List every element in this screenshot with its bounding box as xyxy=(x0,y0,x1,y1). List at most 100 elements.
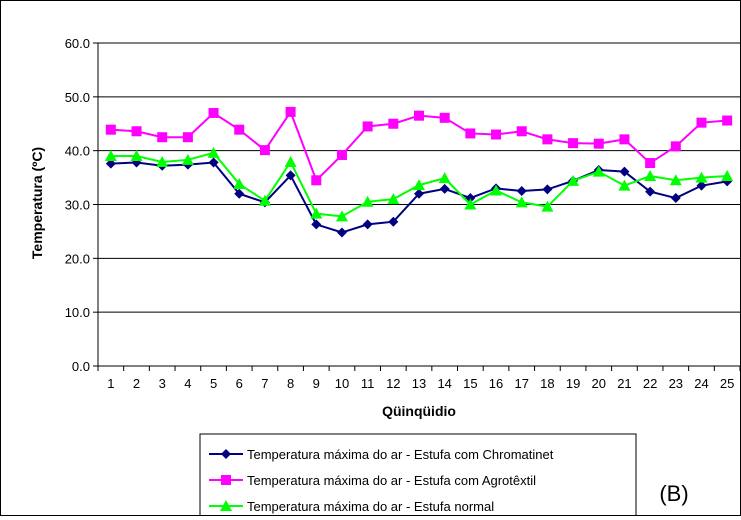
data-point xyxy=(413,179,425,191)
data-point xyxy=(619,166,630,177)
data-point xyxy=(234,124,245,135)
data-point xyxy=(336,149,347,160)
y-axis-title: Temperatura (ºC) xyxy=(29,147,45,259)
data-point xyxy=(464,198,477,210)
x-tick-label: 23 xyxy=(669,376,683,391)
y-tick-label: 50.0 xyxy=(65,90,90,105)
data-point xyxy=(542,184,553,195)
data-point xyxy=(696,117,707,128)
data-point xyxy=(362,121,373,132)
data-point xyxy=(670,141,681,152)
x-tick-label: 11 xyxy=(361,376,375,391)
x-tick-label: 4 xyxy=(184,376,191,391)
data-point xyxy=(669,174,682,186)
data-point xyxy=(388,216,399,227)
data-point xyxy=(619,134,630,145)
x-tick-label: 21 xyxy=(617,376,631,391)
y-tick-label: 10.0 xyxy=(65,305,90,320)
data-point xyxy=(592,165,605,177)
series-2 xyxy=(105,106,733,186)
data-point xyxy=(695,171,708,183)
x-tick-label: 17 xyxy=(514,376,528,391)
legend-swatch-marker xyxy=(221,475,231,485)
data-point xyxy=(696,180,707,191)
x-tick-label: 18 xyxy=(540,376,554,391)
data-point xyxy=(722,115,733,126)
data-point xyxy=(131,126,142,137)
data-point xyxy=(234,188,245,199)
x-tick-label: 13 xyxy=(412,376,426,391)
x-tick-label: 12 xyxy=(386,376,400,391)
y-tick-label: 20.0 xyxy=(65,251,90,266)
data-point xyxy=(721,169,734,181)
y-tick-label: 60.0 xyxy=(65,36,90,51)
legend-swatch-marker xyxy=(220,500,232,511)
panel-label: (B) xyxy=(659,481,688,506)
legend-box xyxy=(199,433,637,520)
data-point xyxy=(285,170,296,181)
data-point xyxy=(182,132,193,143)
legend-item: Temperatura máxima do ar - Estufa normal xyxy=(209,499,494,514)
legend-label: Temperatura máxima do ar - Estufa com Ch… xyxy=(247,447,554,462)
data-point xyxy=(414,110,424,121)
x-axis-title: Qüinqüidio xyxy=(382,403,456,419)
data-point xyxy=(491,129,502,140)
x-tick-label: 6 xyxy=(236,376,243,391)
x-tick-label: 7 xyxy=(261,376,268,391)
series-3 xyxy=(104,146,734,222)
data-point xyxy=(208,107,219,118)
data-point xyxy=(233,178,246,190)
y-tick-label: 40.0 xyxy=(65,144,90,159)
legend-label: Temperatura máxima do ar - Estufa com Ag… xyxy=(247,473,536,488)
series-line xyxy=(110,109,728,183)
data-point xyxy=(104,150,117,162)
y-axis: 0.0 10.0 20.0 30.0 40.0 50.0 60.0 xyxy=(65,36,98,374)
data-point xyxy=(670,193,681,204)
data-point xyxy=(284,155,297,167)
data-point xyxy=(181,153,194,165)
data-point xyxy=(414,188,424,199)
legend-label: Temperatura máxima do ar - Estufa normal xyxy=(247,499,494,514)
x-tick-label: 9 xyxy=(313,376,320,391)
x-tick-label: 22 xyxy=(643,376,657,391)
x-tick-label: 25 xyxy=(720,376,734,391)
data-point xyxy=(645,158,656,169)
data-point xyxy=(335,210,348,222)
data-point xyxy=(105,158,116,169)
data-point xyxy=(439,112,450,123)
x-tick-label: 3 xyxy=(159,376,166,391)
data-point xyxy=(387,193,400,205)
x-tick-label: 5 xyxy=(210,376,217,391)
x-tick-label: 1 xyxy=(107,376,114,391)
data-point xyxy=(207,146,220,158)
legend-swatch-marker xyxy=(221,449,231,459)
data-point xyxy=(311,219,322,230)
data-point xyxy=(130,150,143,162)
data-point xyxy=(258,194,271,206)
x-axis: 1 2 3 4 5 6 7 8 9 10 11 12 13 14 15 16 17 18 19 20 21 22 23 24 2… xyxy=(97,366,741,391)
x-tick-label: 24 xyxy=(694,376,708,391)
data-point xyxy=(285,106,296,117)
data-point xyxy=(515,196,528,208)
series-1 xyxy=(105,157,733,238)
data-point xyxy=(105,124,116,135)
data-point xyxy=(259,145,270,156)
data-point xyxy=(516,126,527,137)
data-point xyxy=(157,132,168,143)
data-point xyxy=(618,179,631,191)
data-point xyxy=(516,186,527,197)
data-point xyxy=(361,195,374,207)
data-point xyxy=(439,183,450,194)
data-point xyxy=(311,175,322,186)
x-tick-label: 19 xyxy=(566,376,580,391)
gridlines xyxy=(98,42,740,313)
data-point xyxy=(208,157,219,168)
data-point xyxy=(645,186,656,197)
x-tick-label: 16 xyxy=(489,376,503,391)
data-point xyxy=(362,219,373,230)
data-point xyxy=(388,118,399,129)
series-layer xyxy=(104,106,734,238)
legend: Temperatura máxima do ar - Estufa com Ch… xyxy=(199,433,637,520)
data-point xyxy=(644,169,657,181)
